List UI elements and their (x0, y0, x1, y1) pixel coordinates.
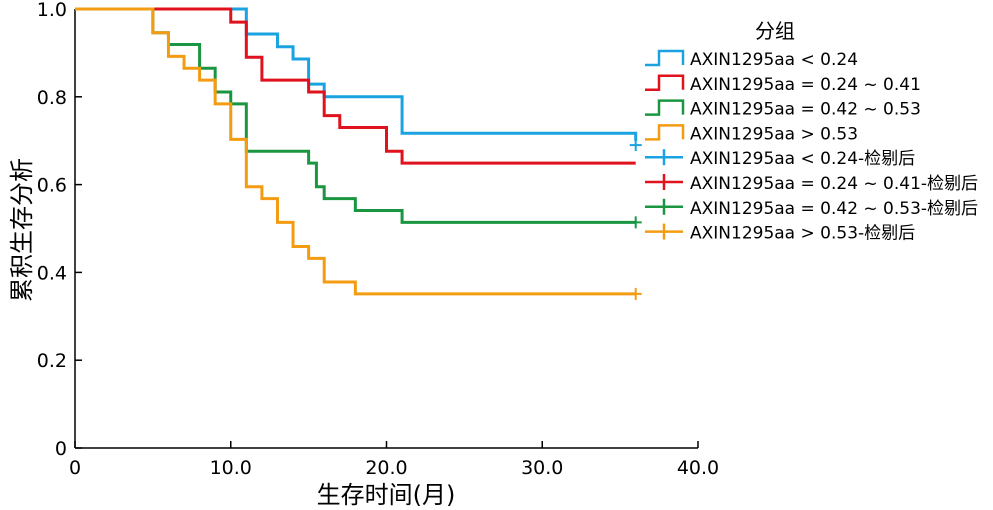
legend-step-symbol (645, 49, 685, 67)
survival-curve-2 (75, 7, 636, 165)
x-tick-label: 10.0 (210, 457, 252, 479)
x-tick-label: 40.0 (677, 457, 719, 479)
legend-title: 分组 (755, 19, 795, 43)
x-tick-label: 30.0 (521, 457, 563, 479)
y-tick-label: 0 (55, 438, 67, 460)
legend-entry-label: AXIN1295aa = 0.24 ~ 0.41 (690, 75, 921, 95)
legend-entry-label: AXIN1295aa < 0.24 (690, 50, 858, 70)
survival-curves (75, 7, 642, 300)
y-tick-label: 0.8 (37, 87, 67, 109)
survival-curve-4 (75, 7, 636, 296)
legend-step-symbol (645, 74, 685, 92)
legend-entry-label: AXIN1295aa = 0.42 ~ 0.53 (690, 100, 921, 120)
axis-ticks: 0 10.0 20.0 30.0 40.0 0 0.2 0.4 0.6 0.8 1.0 (37, 0, 719, 479)
legend-entry-label: AXIN1295aa > 0.53 (690, 124, 858, 144)
legend-step-symbol (645, 99, 685, 116)
y-tick-label: 0.4 (37, 262, 67, 284)
legend-entry-label: AXIN1295aa = 0.42 ~ 0.53-检剔后 (690, 199, 978, 219)
x-tick-label: 20.0 (365, 457, 407, 479)
legend-step-symbol (645, 124, 685, 141)
legend: 分组 AXIN1295aa < 0.24 AXIN1295aa = 0.24 ~ … (645, 19, 978, 244)
y-tick-label: 0.6 (37, 175, 67, 197)
legend-entry-label: AXIN1295aa > 0.53-检剔后 (690, 224, 915, 244)
legend-entry-label: AXIN1295aa < 0.24-检剔后 (690, 149, 915, 169)
y-tick-label: 0.2 (37, 350, 67, 372)
survival-curve-1 (75, 7, 638, 141)
x-tick-label: 0 (69, 457, 81, 479)
y-tick-label: 1.0 (37, 0, 67, 21)
x-axis-label: 生存时间(月) (317, 481, 456, 509)
survival-curve-3 (75, 7, 636, 224)
y-axis-label: 累积生存分析 (8, 158, 36, 302)
legend-entry-label: AXIN1295aa = 0.24 ~ 0.41-检剔后 (690, 174, 978, 194)
